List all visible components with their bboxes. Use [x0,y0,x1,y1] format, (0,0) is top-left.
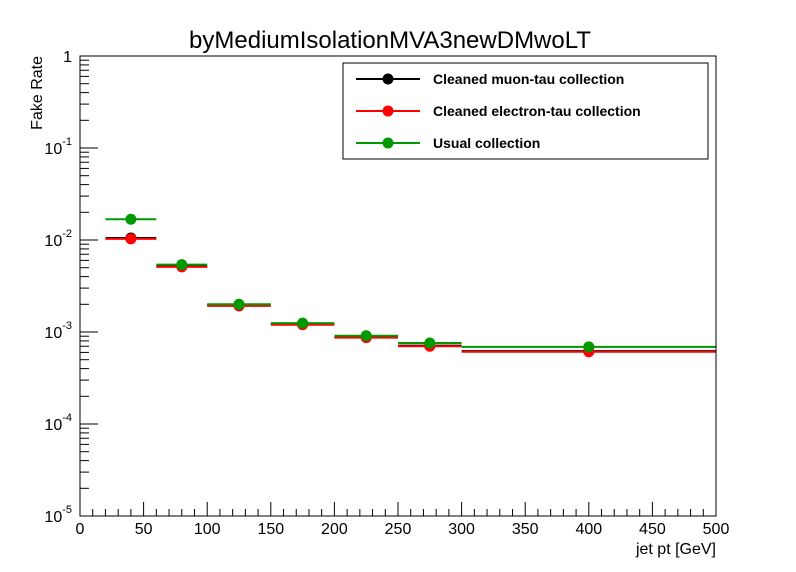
ticks-layer: 0 50 100 150 200 250 300 350 400 450 500 10-5 10-4 10… [44,49,729,538]
x-tick-label: 200 [321,521,348,538]
legend-label: Cleaned electron-tau collection [433,103,641,119]
legend-marker [382,73,394,85]
x-tick-label: 350 [512,521,539,538]
y-tick-label: 10-4 [44,412,72,434]
chart-title: byMediumIsolationMVA3newDMwoLT [189,27,591,54]
series-3 [105,213,716,353]
y-tick-label: 1 [63,49,72,66]
x-tick-label: 250 [385,521,412,538]
legend-label: Usual collection [433,135,540,151]
legend-label: Cleaned muon-tau collection [433,71,624,87]
series-2 [105,233,716,358]
data-point [360,330,372,342]
x-tick-label: 500 [703,521,730,538]
x-axis-label: jet pt [GeV] [635,541,716,558]
y-tick-label: 10-2 [44,228,72,250]
data-point [583,341,595,353]
data-point [176,259,188,271]
series-1 [105,232,716,357]
series-layer [105,213,716,358]
x-tick-label: 0 [76,521,85,538]
x-tick-label: 150 [257,521,284,538]
y-tick-label: 10-5 [44,504,72,526]
data-point [125,233,137,245]
legend: Cleaned muon-tau collection Cleaned elect… [342,62,709,160]
x-tick-label: 450 [639,521,666,538]
y-tick-label: 10-3 [44,320,72,342]
data-point [424,337,436,349]
data-point [125,213,137,225]
x-tick-label: 50 [135,521,153,538]
data-point [297,317,309,329]
legend-marker [382,137,394,149]
y-axis-label: Fake Rate [29,56,46,130]
data-point [233,298,245,310]
x-tick-label: 100 [194,521,221,538]
x-tick-label: 400 [575,521,602,538]
x-tick-label: 300 [448,521,475,538]
y-tick-label: 10-1 [44,136,72,158]
legend-marker [382,105,394,117]
